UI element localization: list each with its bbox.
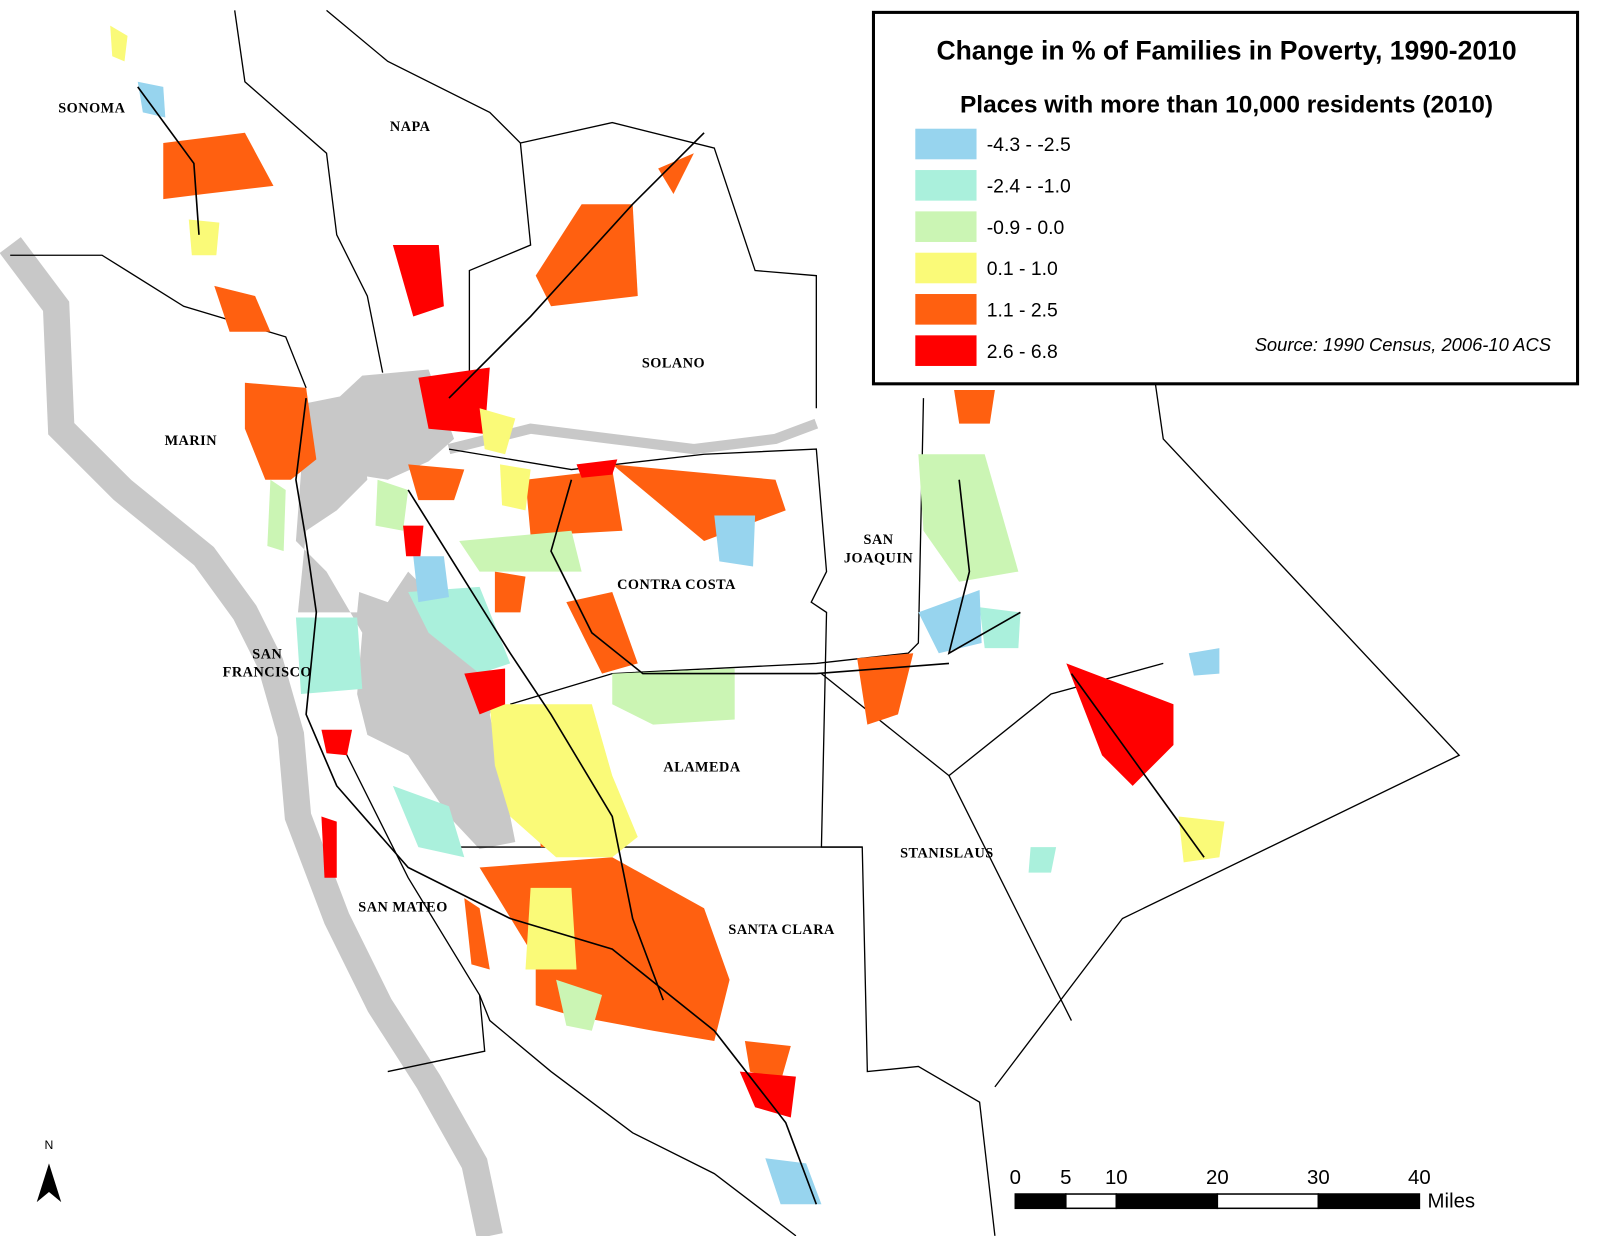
- legend-label: -2.4 - -1.0: [987, 175, 1071, 197]
- place: [321, 729, 353, 756]
- place: [464, 668, 506, 715]
- place: [459, 530, 582, 572]
- legend-source: Source: 1990 Census, 2006-10 ACS: [1255, 334, 1552, 355]
- place: [500, 464, 531, 511]
- place: [576, 459, 618, 478]
- legend-label: 0.1 - 1.0: [987, 258, 1058, 280]
- place: [408, 586, 511, 674]
- place: [110, 25, 128, 62]
- place: [489, 704, 638, 858]
- place: [163, 132, 274, 200]
- county-label: NAPA: [390, 119, 431, 135]
- county-label: SAN MATEO: [358, 899, 448, 915]
- place: [494, 571, 526, 613]
- place: [918, 589, 982, 654]
- scale-tick-label: 5: [1060, 1167, 1071, 1189]
- bay: [295, 393, 516, 850]
- place: [1178, 816, 1225, 863]
- scale-unit: Miles: [1428, 1190, 1476, 1212]
- place: [918, 454, 1019, 582]
- legend-box: [871, 10, 1580, 386]
- place: [765, 1158, 822, 1205]
- county-labels: SONOMA NAPA SOLANO MARIN CONTRA COSTA SAN JOAQ…: [58, 100, 994, 938]
- north-arrow: [36, 1163, 62, 1203]
- county-label: STANISLAUS: [900, 845, 994, 861]
- county-label: SONOMA: [58, 100, 125, 116]
- highways: [137, 86, 1205, 1205]
- county-label: SOLANO: [642, 355, 705, 371]
- legend-swatch: [915, 170, 977, 201]
- scale-segment: [1317, 1193, 1421, 1210]
- place: [295, 617, 363, 695]
- place: [479, 408, 516, 455]
- county-label: SAN JOAQUIN: [844, 532, 914, 566]
- place: [413, 556, 449, 603]
- place: [188, 219, 220, 256]
- place: [714, 515, 756, 567]
- scale-segment: [1065, 1193, 1118, 1210]
- place: [566, 591, 638, 674]
- place: [464, 898, 490, 970]
- scale-tick-label: 30: [1307, 1167, 1330, 1189]
- coast: [0, 237, 503, 1236]
- place: [525, 887, 577, 970]
- legend-label: 1.1 - 2.5: [987, 299, 1058, 321]
- legend-label: -0.9 - 0.0: [987, 217, 1065, 239]
- place: [954, 389, 995, 424]
- legend-swatch: [915, 128, 977, 160]
- place: [214, 285, 271, 332]
- legend-label: -4.3 - -2.5: [987, 134, 1071, 156]
- place: [375, 479, 409, 531]
- place: [137, 81, 166, 118]
- place: [1066, 663, 1174, 786]
- county-label: CONTRA COSTA: [617, 577, 736, 593]
- san-pablo-bay: [316, 369, 455, 480]
- north-label: N: [45, 1138, 54, 1152]
- legend-subtitle: Places with more than 10,000 residents (…: [960, 91, 1493, 118]
- scale-segment: [1115, 1193, 1219, 1210]
- place: [392, 785, 465, 858]
- place: [408, 464, 465, 501]
- place: [1028, 847, 1057, 873]
- scale-tick-label: 40: [1408, 1167, 1431, 1189]
- scale-segment: [1216, 1193, 1320, 1210]
- county-label: SANTA CLARA: [728, 922, 835, 938]
- place: [612, 668, 735, 725]
- legend-swatch: [915, 335, 977, 366]
- county-label: MARIN: [165, 433, 218, 449]
- place: [857, 653, 914, 725]
- legend-swatch: [915, 252, 977, 284]
- scale-tick-label: 10: [1105, 1167, 1128, 1189]
- place: [267, 479, 286, 552]
- county-label: SAN FRANCISCO: [223, 646, 312, 680]
- scale-tick-label: 0: [1010, 1167, 1021, 1189]
- place: [658, 153, 694, 195]
- places: [110, 25, 1225, 1205]
- place: [525, 469, 623, 536]
- place: [321, 816, 337, 878]
- scale-tick-label: 20: [1206, 1167, 1229, 1189]
- legend-items: -4.3 - -2.5 -2.4 - -1.0 -0.9 - 0.0 0.1 - 1.…: [915, 128, 1071, 366]
- legend-swatch: [915, 294, 977, 325]
- place: [744, 1040, 791, 1082]
- place: [979, 607, 1021, 649]
- legend-swatch: [915, 211, 977, 242]
- place: [1188, 648, 1220, 676]
- place: [392, 245, 444, 317]
- county-label: ALAMEDA: [663, 760, 740, 776]
- delta: [447, 418, 819, 455]
- legend-title: Change in % of Families in Poverty, 1990…: [936, 35, 1516, 65]
- place: [403, 525, 424, 557]
- legend-label: 2.6 - 6.8: [987, 341, 1058, 363]
- place: [739, 1071, 796, 1118]
- scale-segment: [1014, 1193, 1067, 1210]
- place: [556, 979, 603, 1031]
- place: [418, 367, 490, 434]
